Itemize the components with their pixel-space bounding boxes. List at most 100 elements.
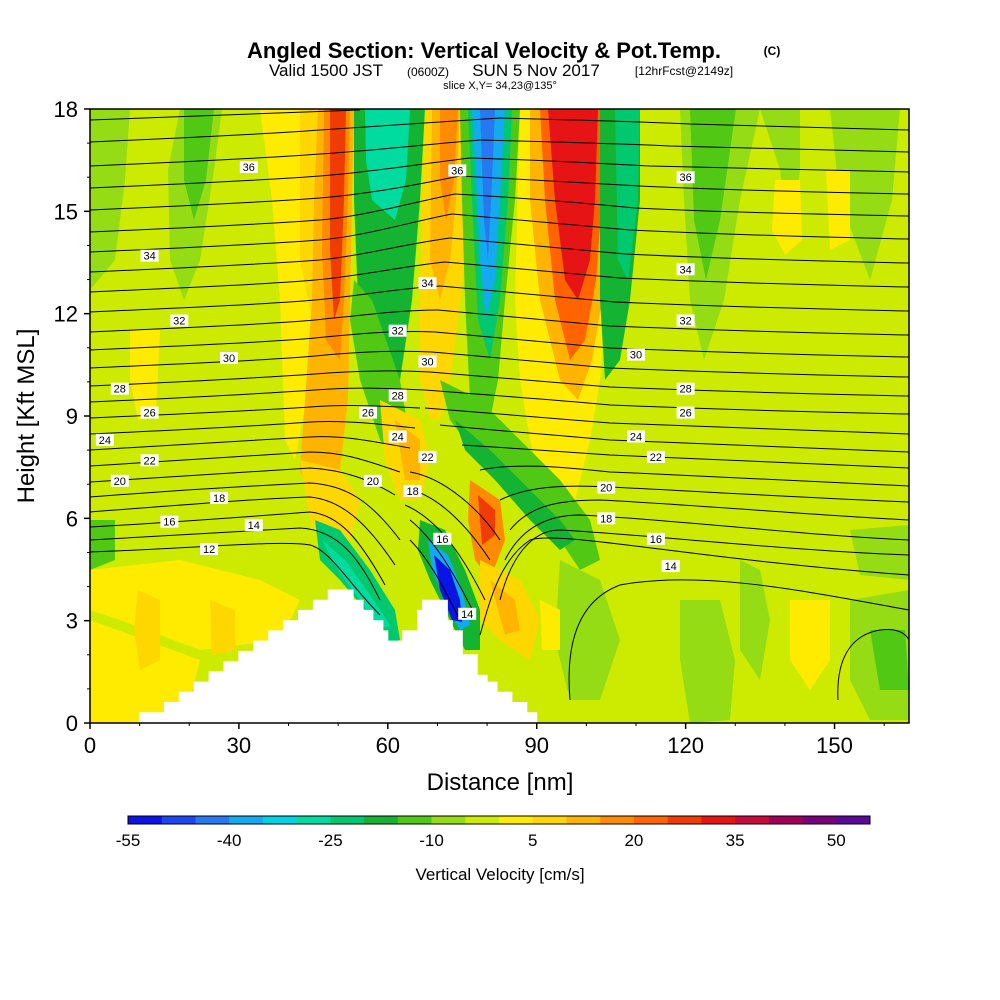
isentrope-label: 32 [676, 314, 695, 328]
isentrope-label: 20 [597, 481, 616, 495]
isentrope-label: 22 [418, 450, 437, 464]
isentrope-line [429, 371, 909, 397]
field-region [300, 460, 360, 560]
isentrope-label: 16 [160, 515, 179, 529]
field-region [490, 580, 520, 635]
isentrope-label-box [627, 348, 645, 361]
colorbar-swatch [195, 816, 230, 824]
isentrope-label-text: 30 [630, 350, 642, 362]
isentrope-line [509, 499, 909, 531]
isentrope-label-text: 24 [99, 435, 111, 447]
field-region [210, 600, 235, 655]
field-region [615, 109, 640, 280]
isentrope-label-text: 36 [451, 165, 463, 177]
isentrope-line [90, 285, 441, 313]
isentrope-label-text: 34 [679, 264, 691, 276]
forecast-run: [12hrFcst@2149z] [635, 64, 733, 78]
isentrope-line [439, 285, 909, 312]
isentrope-line [454, 193, 909, 217]
x-tick-label: 30 [227, 733, 251, 758]
y-tick-label: 12 [54, 302, 78, 327]
isentrope-label-box [458, 607, 477, 620]
y-axis-label: Height [Kft MSL] [13, 329, 40, 504]
isentrope-label-box [95, 433, 114, 446]
isentrope-label: 36 [239, 161, 258, 174]
isentrope-label-text: 14 [461, 609, 473, 621]
isentrope-line [479, 465, 909, 487]
isentrope-label-text: 12 [203, 544, 215, 556]
isentrope-line [90, 527, 381, 601]
isentrope-label-box [403, 485, 422, 497]
field-region [455, 420, 575, 550]
isentrope-label-text: 24 [392, 432, 404, 444]
isentrope-label: 22 [140, 454, 159, 467]
isentrope-label: 30 [220, 352, 238, 365]
isentrope-line [449, 237, 909, 264]
isentrope-line [90, 139, 481, 167]
isentrope-label-box [433, 532, 452, 545]
isentrope-line [434, 331, 909, 358]
isentrope-line [424, 407, 909, 435]
y-tick-label: 3 [66, 609, 78, 634]
isentrope-line [469, 157, 909, 173]
y-tick-label: 9 [66, 404, 78, 429]
isentrope-label-text: 14 [248, 520, 260, 532]
isentrope-label-box [140, 249, 159, 262]
isentrope-label: 26 [140, 406, 159, 420]
colorbar-swatch [701, 816, 736, 824]
isentrope-label-box [110, 474, 129, 487]
isentrope-label-box [646, 532, 665, 545]
valid-date: SUN 5 Nov 2017 [472, 61, 600, 80]
isentrope-label-text: 20 [600, 483, 612, 495]
isentrope-lines [90, 109, 909, 701]
isentrope-label: 32 [388, 324, 407, 338]
isentrope-label-box [418, 277, 437, 289]
isentrope-label-text: 16 [650, 534, 662, 546]
isentrope-label-text: 26 [143, 408, 155, 420]
isentrope-line [424, 389, 909, 415]
colorbar-tick-label: -25 [318, 831, 343, 850]
isentrope-label: 12 [200, 543, 219, 556]
isentrope-label-text: 18 [406, 486, 418, 498]
isentrope-label: 30 [627, 348, 645, 362]
isentrope-line [568, 579, 909, 701]
isentrope-label-box [388, 389, 407, 402]
colorbar-tick-label: -10 [419, 831, 444, 850]
field-region [90, 520, 115, 570]
isentrope-line [431, 351, 909, 378]
field-region [134, 590, 160, 670]
isentrope-label-text: 36 [679, 172, 691, 184]
isentrope-label-box [676, 314, 695, 327]
colorbar-swatch [566, 816, 601, 824]
isentrope-label: 14 [244, 519, 263, 532]
isentrope-label-box [418, 355, 437, 368]
isentrope-label: 16 [646, 532, 665, 546]
colorbar-swatch [364, 816, 399, 824]
isentrope-line [90, 542, 381, 616]
isentrope-label-box [676, 406, 695, 419]
isentrope-label: 28 [110, 382, 129, 396]
isentrope-line [504, 514, 909, 561]
isentrope-label: 18 [597, 512, 616, 525]
x-tick-label: 120 [667, 733, 704, 758]
isentrope-line [451, 213, 909, 240]
isentrope-line [459, 175, 909, 195]
x-axis: 0 30 60 90 120 150 [84, 723, 885, 758]
field-region [740, 560, 770, 680]
field-region [540, 600, 560, 650]
colorbar: -55 -40 -25 -10 5 20 35 50 [116, 815, 871, 850]
isentrope-label: 14 [661, 560, 680, 573]
isentrope-line [90, 157, 471, 189]
chart-header: Angled Section: Vertical Velocity & Pot.… [247, 38, 780, 92]
isentrope-line [90, 309, 439, 333]
isentrope-label-text: 18 [213, 493, 225, 505]
colorbar-swatch [296, 816, 331, 824]
isentrope-label-text: 20 [367, 476, 379, 488]
field-region [330, 109, 346, 320]
isentrope-label-text: 32 [679, 316, 691, 328]
x-axis-label: Distance [nm] [427, 769, 574, 796]
isentrope-label: 18 [403, 485, 422, 498]
isentrope-label: 30 [418, 355, 437, 368]
colorbar-swatch [128, 816, 163, 824]
